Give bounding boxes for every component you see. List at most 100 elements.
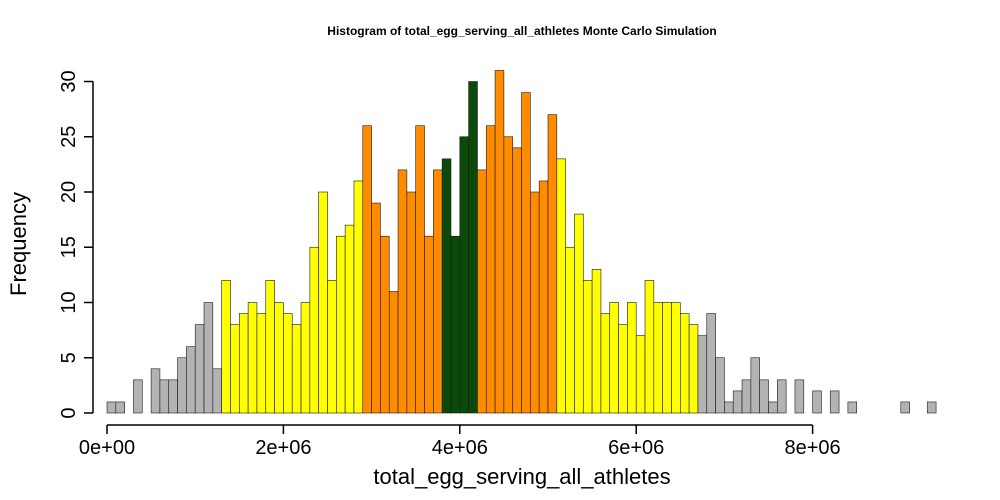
histogram-bar xyxy=(538,180,549,414)
chart-title: Histogram of total_egg_serving_all_athle… xyxy=(327,24,716,38)
histogram-bar xyxy=(644,280,655,414)
y-tick-label: 20 xyxy=(58,181,80,203)
histogram-bar xyxy=(397,169,408,414)
histogram-bar xyxy=(327,280,337,414)
histogram-bar xyxy=(741,379,752,414)
histogram-bar xyxy=(415,125,425,414)
histogram-bar xyxy=(362,125,372,414)
histogram-bar xyxy=(344,224,355,414)
histogram-bar xyxy=(388,291,399,414)
histogram-bar xyxy=(424,235,434,414)
histogram-bar xyxy=(239,313,249,414)
x-tick-label: 4e+06 xyxy=(432,437,488,459)
histogram-bar xyxy=(671,302,681,414)
histogram-bar xyxy=(441,158,452,414)
y-tick-label: 30 xyxy=(58,70,80,92)
histogram-bar xyxy=(133,379,143,414)
histogram-bar xyxy=(777,379,787,414)
histogram-bar xyxy=(300,302,311,414)
histogram-bar xyxy=(265,280,275,414)
histogram-bar xyxy=(203,302,214,414)
y-tick-label: 25 xyxy=(58,126,80,148)
x-tick-label: 2e+06 xyxy=(255,437,311,459)
histogram-bar xyxy=(106,401,117,414)
histogram-bar xyxy=(194,324,205,414)
histogram-bar xyxy=(609,302,619,414)
histogram-bar xyxy=(468,81,478,414)
histogram-bar xyxy=(433,169,443,414)
histogram-bar xyxy=(168,379,178,414)
histogram-bar xyxy=(926,401,937,414)
y-axis-label: Frequency xyxy=(6,192,31,296)
histogram-bar xyxy=(688,324,699,414)
histogram-bar xyxy=(221,280,231,414)
histogram-bar xyxy=(230,324,240,414)
histogram-bar xyxy=(829,390,840,414)
histogram-bar xyxy=(900,401,910,414)
histogram-bar xyxy=(406,191,417,414)
histogram-bar xyxy=(812,390,822,414)
histogram-bar xyxy=(247,302,258,414)
histogram-bar xyxy=(724,401,734,414)
histogram-bar xyxy=(318,191,328,414)
histogram-bar xyxy=(600,313,611,414)
histogram-bar xyxy=(574,213,584,414)
y-tick-label: 15 xyxy=(58,236,80,258)
histogram-bar xyxy=(547,114,558,414)
histogram-bar xyxy=(697,335,708,414)
x-tick-label: 6e+06 xyxy=(608,437,664,459)
y-tick-label: 0 xyxy=(58,407,80,418)
histogram-bar xyxy=(679,313,690,414)
histogram-bar xyxy=(150,368,161,414)
histogram-bar xyxy=(450,235,461,414)
histogram-bar xyxy=(256,313,267,414)
histogram-bar xyxy=(706,313,716,414)
histogram-bar xyxy=(653,302,663,414)
histogram-bar xyxy=(582,280,593,414)
histogram-bar xyxy=(274,302,284,414)
histogram-bar xyxy=(847,401,858,414)
histogram-bar xyxy=(115,401,125,414)
y-tick-label: 10 xyxy=(58,291,80,313)
histogram-bar xyxy=(309,246,319,414)
x-tick-label: 8e+06 xyxy=(785,437,841,459)
histogram-bar xyxy=(336,235,346,414)
y-axis: 0 5 10 15 20 25 30 xyxy=(58,70,94,419)
bars-group xyxy=(106,70,937,414)
histogram-bar xyxy=(353,180,364,414)
histogram-bar xyxy=(750,357,760,414)
histogram-bar xyxy=(371,202,381,414)
histogram-bar xyxy=(291,324,302,414)
histogram-bar xyxy=(662,302,672,414)
x-axis: 0e+00 2e+06 4e+06 6e+06 8e+06 xyxy=(79,424,841,459)
histogram-bar xyxy=(459,136,469,414)
histogram-bar xyxy=(768,401,778,414)
histogram-bar xyxy=(627,302,637,414)
x-tick-label: 0e+00 xyxy=(79,437,135,459)
histogram-bar xyxy=(618,324,628,414)
histogram-bar xyxy=(177,357,187,414)
histogram-bar xyxy=(512,147,522,414)
y-tick-label: 5 xyxy=(58,352,80,363)
histogram-bar xyxy=(759,379,769,414)
histogram-bar xyxy=(794,379,805,414)
histogram-bar xyxy=(283,313,293,414)
histogram-bar xyxy=(715,357,725,414)
histogram-bar xyxy=(732,390,743,414)
histogram-bar xyxy=(530,191,540,414)
histogram-bar xyxy=(503,136,514,414)
histogram-bar xyxy=(494,70,505,414)
histogram-bar xyxy=(212,368,222,414)
histogram-bar xyxy=(380,235,390,414)
histogram-bar xyxy=(485,125,496,414)
histogram-bar xyxy=(556,158,566,414)
histogram-bar xyxy=(565,246,575,414)
histogram-bar xyxy=(521,92,531,414)
histogram-bar xyxy=(186,346,196,414)
histogram-bar xyxy=(591,269,602,414)
histogram-bar xyxy=(159,379,170,414)
x-axis-label: total_egg_serving_all_athletes xyxy=(373,464,670,489)
histogram-bar xyxy=(477,169,487,414)
histogram-bar xyxy=(635,335,646,414)
